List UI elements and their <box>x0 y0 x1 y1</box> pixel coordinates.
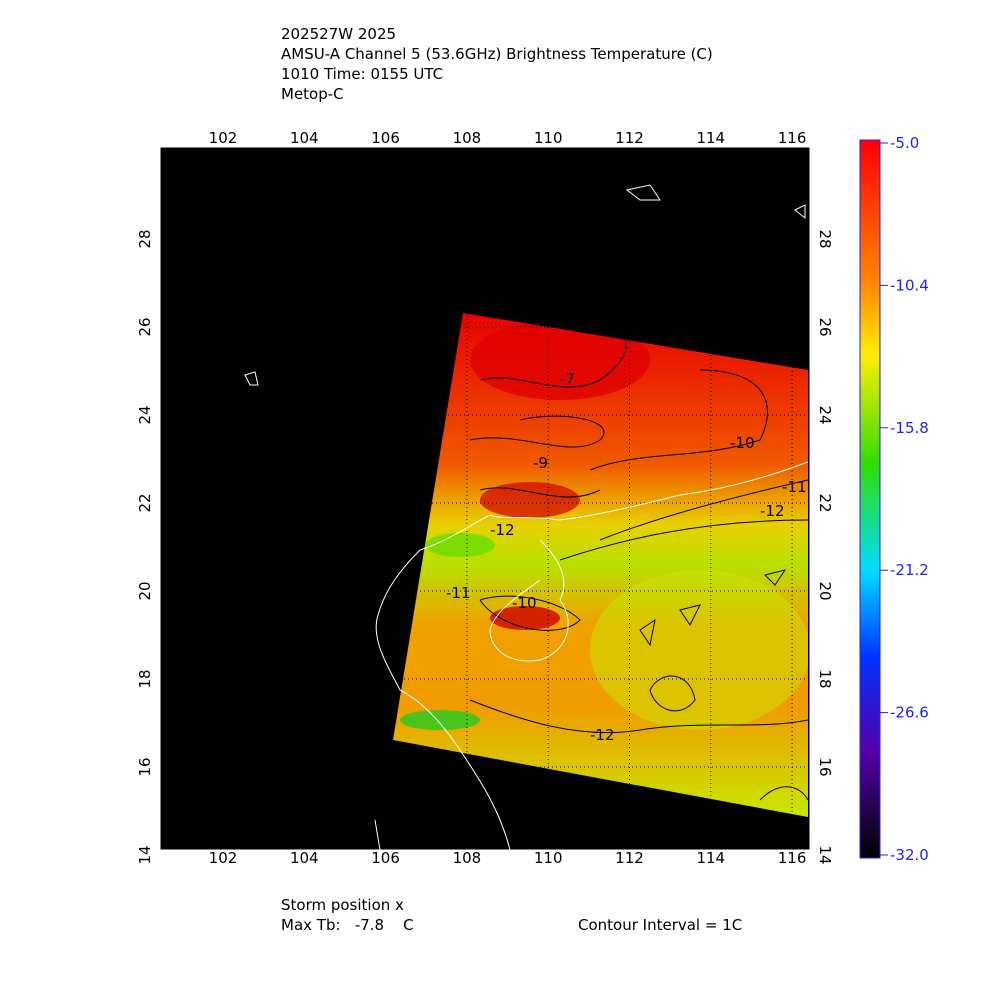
header: 202527W 2025 AMSU-A Channel 5 (53.6GHz) B… <box>281 25 713 103</box>
lat-tick-label-right: 18 <box>816 669 834 688</box>
contour-label: -12 <box>590 726 615 744</box>
lon-tick-label-bottom: 114 <box>696 849 725 867</box>
lon-tick-label-top: 102 <box>209 129 238 147</box>
header-line: Metop-C <box>281 85 344 103</box>
lat-tick-label-right: 24 <box>816 405 834 424</box>
lat-tick-label-left: 20 <box>136 581 154 600</box>
colorbar-tick-label: -32.0 <box>890 846 929 864</box>
contour-interval: Contour Interval = 1C <box>578 916 742 934</box>
coastline <box>244 184 809 851</box>
contour-label: -12 <box>760 502 785 520</box>
lon-tick-label-top: 106 <box>371 129 400 147</box>
lat-tick-label-left: 28 <box>136 229 154 248</box>
colorbar-tick-label: -15.8 <box>890 419 929 437</box>
lon-tick-label-top: 114 <box>696 129 725 147</box>
lon-tick-label-bottom: 110 <box>534 849 563 867</box>
lon-tick-label-top: 110 <box>534 129 563 147</box>
lat-tick-label-right: 16 <box>816 757 834 776</box>
colorbar-tick-label: -5.0 <box>890 134 919 152</box>
lat-tick-label-right: 14 <box>816 845 834 864</box>
colorbar <box>859 139 881 859</box>
lon-tick-label-top: 104 <box>290 129 319 147</box>
contour-label: -9 <box>533 454 548 472</box>
header-line: 1010 Time: 0155 UTC <box>281 65 443 83</box>
lat-tick-label-right: 28 <box>816 229 834 248</box>
lat-tick-label-left: 18 <box>136 669 154 688</box>
header-line: AMSU-A Channel 5 (53.6GHz) Brightness Te… <box>281 45 713 63</box>
contour-label: -11 <box>782 478 807 496</box>
lon-tick-label-bottom: 116 <box>778 849 807 867</box>
lat-tick-label-right: 22 <box>816 493 834 512</box>
lat-tick-label-left: 24 <box>136 405 154 424</box>
lon-tick-label-top: 108 <box>453 129 482 147</box>
header-line: 202527W 2025 <box>281 25 396 43</box>
lon-tick-label-bottom: 104 <box>290 849 319 867</box>
lon-tick-label-top: 112 <box>615 129 644 147</box>
lat-tick-label-left: 14 <box>136 845 154 864</box>
lat-tick-label-left: 16 <box>136 757 154 776</box>
lon-tick-label-top: 116 <box>778 129 807 147</box>
lat-tick-label-left: 26 <box>136 317 154 336</box>
contour-label: -12 <box>490 521 515 539</box>
swath-features <box>393 313 808 817</box>
lat-tick-label-right: 20 <box>816 581 834 600</box>
lat-tick-label-left: 22 <box>136 493 154 512</box>
contour-label: -10 <box>730 434 755 452</box>
contour-label: -7 <box>560 370 575 388</box>
lat-tick-label-right: 26 <box>816 317 834 336</box>
colorbar-tick-label: -21.2 <box>890 561 929 579</box>
max-tb: Max Tb: -7.8 C <box>281 916 414 934</box>
lon-tick-label-bottom: 106 <box>371 849 400 867</box>
lon-tick-label-bottom: 102 <box>209 849 238 867</box>
contour-label: -11 <box>446 584 471 602</box>
colorbar-tick-label: -10.4 <box>890 276 929 294</box>
contour-label: -10 <box>512 594 537 612</box>
colorbar-tick-label: -26.6 <box>890 704 929 722</box>
contours <box>469 329 808 801</box>
lon-tick-label-bottom: 112 <box>615 849 644 867</box>
lon-tick-label-bottom: 108 <box>453 849 482 867</box>
storm-position: Storm position x <box>281 896 404 914</box>
